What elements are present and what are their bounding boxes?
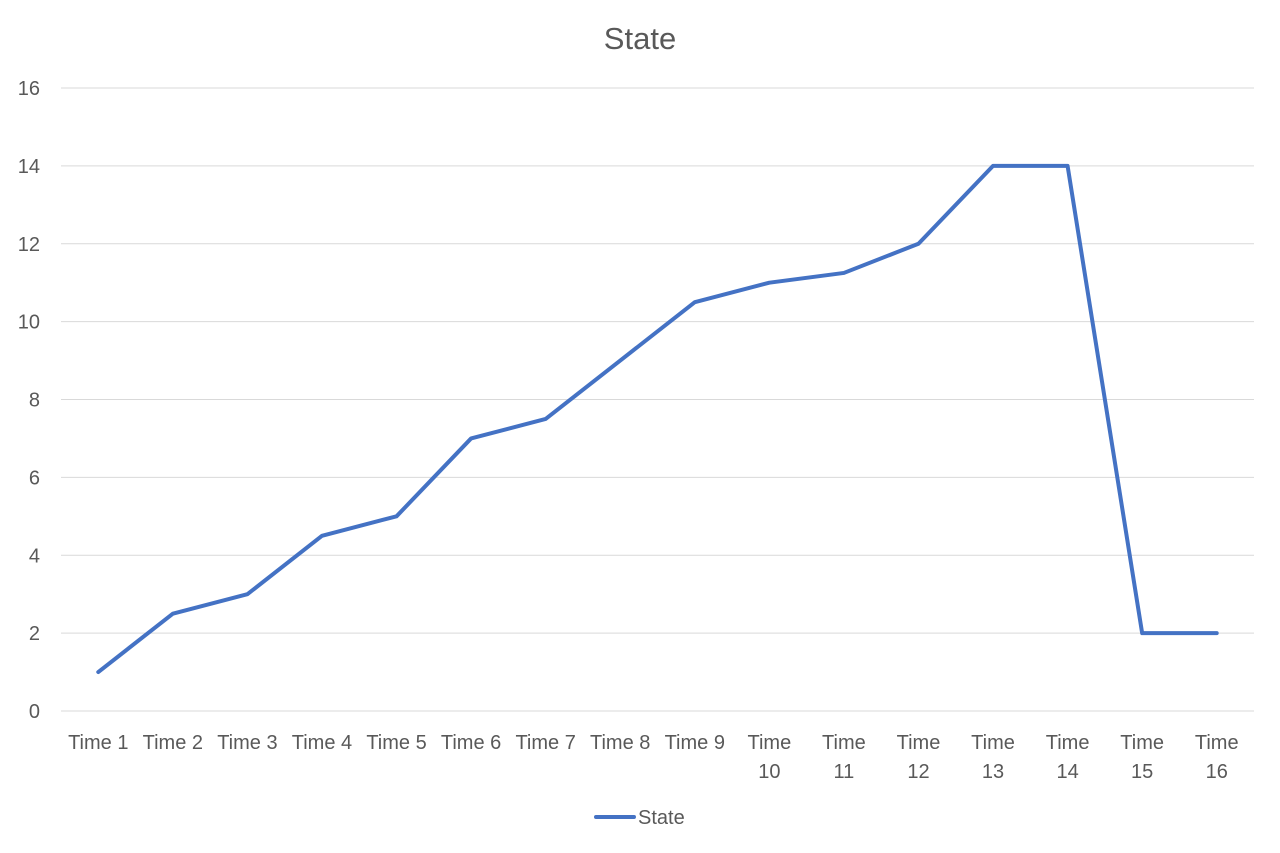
x-tick-label-11: Time 11 [822, 732, 866, 783]
x-tick-label-line: 15 [1131, 761, 1153, 783]
legend-label: State [638, 807, 685, 829]
x-tick-label-8: Time 8 [590, 732, 650, 754]
x-axis-labels: Time 1 Time 2 Time 3 Time 4 Time 5 Time 6 Time… [68, 732, 1238, 783]
x-tick-label-12: Time 12 [897, 732, 941, 783]
x-tick-label-2: Time 2 [143, 732, 203, 754]
y-tick-label-4: 4 [29, 545, 40, 567]
x-tick-label-line: 10 [758, 761, 780, 783]
x-tick-label-line: Time 8 [590, 732, 650, 754]
x-tick-label-9: Time 9 [665, 732, 725, 754]
x-tick-label-line: Time 5 [366, 732, 426, 754]
x-tick-label-line: Time 7 [515, 732, 575, 754]
x-tick-label-line: Time [1195, 732, 1239, 754]
x-tick-label-line: Time [822, 732, 866, 754]
x-tick-label-14: Time 14 [1046, 732, 1090, 783]
x-tick-label-line: Time [1046, 732, 1090, 754]
x-tick-label-line: 14 [1056, 761, 1078, 783]
x-tick-label-line: Time 4 [292, 732, 352, 754]
x-tick-label-line: Time 3 [217, 732, 277, 754]
y-tick-label-10: 10 [18, 312, 40, 334]
x-tick-label-line: Time 1 [68, 732, 128, 754]
x-tick-label-line: Time 9 [665, 732, 725, 754]
x-tick-label-15: Time 15 [1120, 732, 1164, 783]
x-tick-label-13: Time 13 [971, 732, 1015, 783]
y-axis-labels: 0 2 4 6 8 10 12 14 16 [18, 78, 40, 723]
x-tick-label-4: Time 4 [292, 732, 352, 754]
x-tick-label-line: Time [747, 732, 791, 754]
y-tick-label-14: 14 [18, 156, 40, 178]
y-tick-label-16: 16 [18, 78, 40, 100]
y-tick-label-6: 6 [29, 467, 40, 489]
y-tick-label-8: 8 [29, 390, 40, 412]
series-line-state [96, 163, 1219, 675]
y-tick-label-2: 2 [29, 623, 40, 645]
x-tick-label-5: Time 5 [366, 732, 426, 754]
chart-title: State [604, 21, 676, 56]
x-tick-label-line: 12 [907, 761, 929, 783]
y-tick-label-12: 12 [18, 234, 40, 256]
x-tick-label-line: 11 [834, 761, 855, 783]
x-tick-label-3: Time 3 [217, 732, 277, 754]
x-tick-label-line: 16 [1206, 761, 1228, 783]
x-tick-label-6: Time 6 [441, 732, 501, 754]
x-tick-label-16: Time 16 [1195, 732, 1239, 783]
x-tick-label-line: Time [971, 732, 1015, 754]
x-tick-label-10: Time 10 [747, 732, 791, 783]
x-tick-label-line: 13 [982, 761, 1004, 783]
gridlines [61, 87, 1254, 634]
x-tick-label-1: Time 1 [68, 732, 128, 754]
x-tick-label-line: Time [1120, 732, 1164, 754]
x-tick-label-7: Time 7 [515, 732, 575, 754]
x-tick-label-line: Time 6 [441, 732, 501, 754]
x-tick-label-line: Time 2 [143, 732, 203, 754]
y-tick-label-0: 0 [29, 701, 40, 723]
x-tick-label-line: Time [897, 732, 941, 754]
